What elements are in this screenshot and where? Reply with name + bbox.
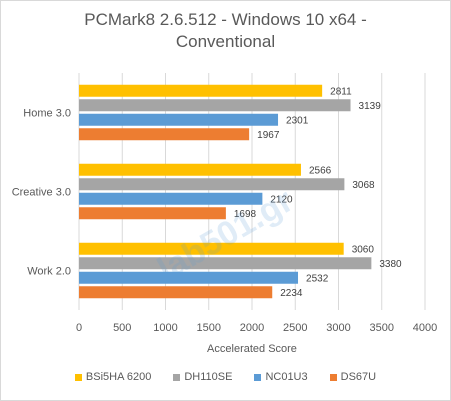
bar-1-2 — [79, 192, 263, 205]
data-label-0-2: 2301 — [286, 115, 309, 126]
legend-item-1: DH110SE — [173, 371, 232, 383]
data-label-2-1: 3380 — [379, 259, 402, 270]
legend-label-2: NC01U3 — [265, 371, 308, 383]
x-tick-label-5: 2500 — [283, 322, 307, 334]
data-label-0-1: 3139 — [359, 101, 382, 112]
legend-swatch-1 — [173, 373, 181, 381]
bar-1-1 — [79, 178, 345, 191]
legend-swatch-2 — [254, 373, 262, 381]
data-label-1-2: 2120 — [270, 194, 293, 205]
legend-item-3: DS67U — [329, 371, 377, 383]
x-tick-label-3: 1500 — [197, 322, 221, 334]
bar-1-3 — [79, 207, 226, 220]
bar-2-3 — [79, 286, 273, 299]
data-label-0-0: 2811 — [330, 86, 352, 97]
x-tick-label-1: 500 — [113, 322, 131, 334]
data-label-2-3: 2234 — [280, 288, 303, 299]
x-axis-title: Accelerated Score — [207, 343, 297, 355]
x-tick-label-8: 4000 — [413, 322, 437, 334]
data-label-2-0: 3060 — [352, 244, 375, 255]
data-label-2-2: 2532 — [306, 273, 329, 284]
data-label-0-3: 1967 — [257, 130, 280, 141]
x-tick-label-4: 2000 — [240, 322, 264, 334]
bar-0-0 — [79, 84, 323, 97]
legend-item-2: NC01U3 — [254, 371, 308, 383]
legend-swatch-3 — [329, 373, 337, 381]
bar-0-1 — [79, 99, 351, 112]
chart-title-line-2: Conventional — [175, 32, 276, 51]
bar-0-2 — [79, 113, 279, 126]
bar-1-0 — [79, 163, 301, 176]
bar-2-2 — [79, 271, 299, 284]
chart-title-line-1: PCMark8 2.6.512 - Windows 10 x64 - — [84, 10, 367, 29]
legend-label-0: BSi5HA 6200 — [85, 371, 152, 383]
data-label-1-1: 3068 — [352, 180, 375, 191]
category-label-1: Creative 3.0 — [12, 187, 71, 199]
legend: BSi5HA 6200 DH110SE NC01U3 DS67U — [1, 371, 450, 383]
x-tick-label-0: 0 — [76, 322, 82, 334]
category-label-0: Home 3.0 — [23, 108, 71, 120]
category-label-2: Work 2.0 — [27, 266, 71, 278]
legend-swatch-0 — [74, 373, 82, 381]
legend-item-0: BSi5HA 6200 — [74, 371, 152, 383]
bar-0-3 — [79, 128, 250, 141]
x-tick-label-2: 1000 — [153, 322, 177, 334]
chart-title: PCMark8 2.6.512 - Windows 10 x64 - Conve… — [1, 9, 450, 53]
data-label-1-0: 2566 — [309, 165, 332, 176]
data-label-1-3: 1698 — [234, 209, 257, 220]
bar-2-1 — [79, 257, 372, 270]
x-tick-label-7: 3500 — [370, 322, 394, 334]
bar-2-0 — [79, 242, 344, 255]
legend-label-1: DH110SE — [184, 371, 233, 383]
x-tick-label-6: 3000 — [326, 322, 350, 334]
legend-label-3: DS67U — [340, 371, 377, 383]
